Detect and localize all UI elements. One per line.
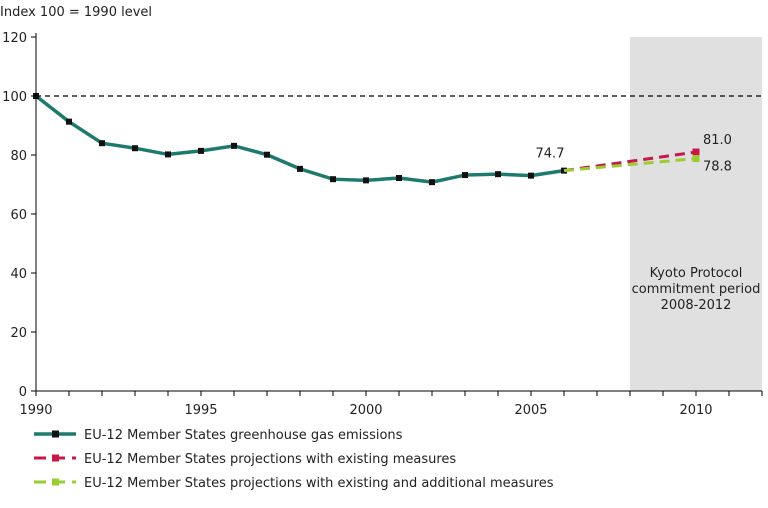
x-tick-label-2005: 2005 <box>514 403 547 418</box>
series-1-point-1997 <box>264 151 270 158</box>
legend-swatch-marker-3 <box>52 478 59 486</box>
legend-label-2: EU-12 Member States projections with exi… <box>84 452 456 467</box>
legend-label-1: EU-12 Member States greenhouse gas emiss… <box>84 428 403 443</box>
y-tick-label-0: 0 <box>19 385 27 400</box>
series-1-point-1994 <box>165 151 171 158</box>
data-label-3: 78.8 <box>703 160 732 175</box>
series-2-point-2010 <box>692 148 700 156</box>
series-1-point-2000 <box>363 177 369 184</box>
series-1-point-1999 <box>330 176 336 183</box>
x-tick-label-2000: 2000 <box>349 403 382 418</box>
series-1-point-2004 <box>495 171 501 178</box>
series-1-point-1991 <box>66 118 72 125</box>
y-tick-label-40: 40 <box>10 267 27 282</box>
series-line-3 <box>563 157 697 173</box>
kyoto-period-label-2: commitment period <box>632 282 761 297</box>
series-3-point-2010 <box>692 155 700 163</box>
y-tick-label-20: 20 <box>10 326 27 341</box>
y-tick-label-120: 120 <box>2 31 27 46</box>
series-1-point-2003 <box>462 172 468 179</box>
kyoto-period-label-1: Kyoto Protocol <box>650 266 743 281</box>
axis-layer: 0 20 40 60 80 100 120 1990 1995 2000 2005 2010 <box>2 31 763 418</box>
x-tick-label-1990: 1990 <box>19 403 52 418</box>
legend-swatch-marker-1 <box>52 430 59 438</box>
series-1-point-2005 <box>528 172 534 179</box>
kyoto-period-shade <box>630 37 762 391</box>
x-tick-label-1995: 1995 <box>184 403 217 418</box>
series-1-point-1996 <box>231 142 237 149</box>
y-tick-label-60: 60 <box>10 208 27 223</box>
series-1-point-2001 <box>396 175 402 182</box>
series-1-point-2002 <box>429 179 435 186</box>
series-layer <box>33 93 700 186</box>
legend: EU-12 Member States greenhouse gas emiss… <box>34 428 554 491</box>
series-1-point-1998 <box>297 165 303 172</box>
data-label-2: 81.0 <box>703 133 732 148</box>
legend-label-3: EU-12 Member States projections with exi… <box>84 476 554 491</box>
y-tick-label-100: 100 <box>2 90 27 105</box>
annotation-layer: 74.7 81.0 78.8 <box>536 133 732 174</box>
legend-swatch-marker-2 <box>52 454 59 462</box>
x-tick-label-2010: 2010 <box>679 403 712 418</box>
series-1-point-1992 <box>99 140 105 147</box>
kyoto-period-label-3: 2008-2012 <box>661 298 732 313</box>
y-tick-label-80: 80 <box>10 149 27 164</box>
series-1-point-1995 <box>198 147 204 154</box>
series-1-point-1993 <box>132 145 138 152</box>
data-label-1: 74.7 <box>536 147 565 162</box>
y-axis-label: Index 100 = 1990 level <box>0 5 152 20</box>
